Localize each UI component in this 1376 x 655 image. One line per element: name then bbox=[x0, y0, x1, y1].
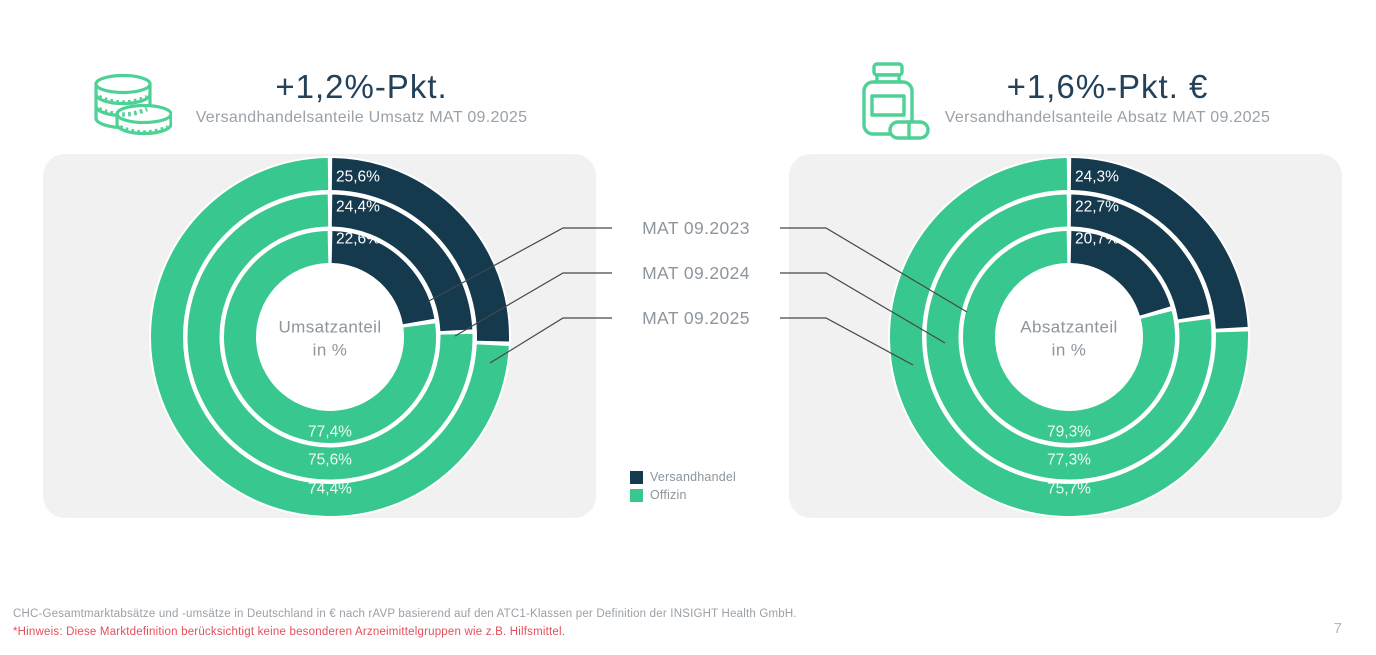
offizin-value-label: 77,3% bbox=[1047, 452, 1091, 469]
chart-header-umsatz: +1,2%-Pkt. Versandhandelsanteile Umsatz … bbox=[85, 68, 638, 127]
chart-panel-umsatz: 22,6% 77,4% 24,4% 75,6% 25,6% 74,4% Umsatzante… bbox=[43, 154, 596, 518]
versandhandel-segment bbox=[1070, 231, 1171, 317]
offizin-segment bbox=[151, 158, 509, 516]
donut-chart-umsatz: 22,6% 77,4% 24,4% 75,6% 25,6% 74,4% Umsatzante… bbox=[43, 154, 596, 518]
chart-subtitle-umsatz: Versandhandelsanteile Umsatz MAT 09.2025 bbox=[195, 109, 528, 126]
chart-subtitle-absatz: Versandhandelsanteile Absatz MAT 09.2025 bbox=[944, 109, 1271, 126]
donut-center-label: Umsatzanteil bbox=[278, 318, 381, 337]
offizin-value-label: 77,4% bbox=[308, 424, 352, 441]
offizin-segment bbox=[963, 231, 1175, 443]
legend-item-offizin: Offizin bbox=[630, 488, 736, 502]
donut-center-label: in % bbox=[313, 341, 348, 360]
chart-header-absatz: +1,6%-Pkt. € Versandhandelsanteile Absat… bbox=[831, 68, 1376, 127]
versandhandel-segment bbox=[331, 231, 435, 325]
chart-panel-absatz: 20,7% 79,3% 22,7% 77,3% 24,3% 75,7% Absatzante… bbox=[789, 154, 1342, 518]
chart-title-absatz: +1,6%-Pkt. € bbox=[1006, 68, 1209, 105]
versandhandel-swatch bbox=[630, 470, 643, 484]
legend-item-versandhandel: Versandhandel bbox=[630, 470, 736, 484]
donut-chart-absatz: 20,7% 79,3% 22,7% 77,3% 24,3% 75,7% Absatzante… bbox=[789, 154, 1342, 518]
period-label-2023: MAT 09.2023 bbox=[642, 218, 750, 238]
offizin-value-label: 74,4% bbox=[308, 481, 352, 498]
versandhandel-value-label: 25,6% bbox=[336, 169, 380, 186]
donut-rings: 20,7% 79,3% 22,7% 77,3% 24,3% 75,7% Absatzante… bbox=[888, 156, 1250, 518]
donut-center-label: Absatzanteil bbox=[1020, 318, 1117, 337]
versandhandel-segment bbox=[1070, 158, 1248, 329]
period-label-2024: MAT 09.2024 bbox=[642, 263, 750, 283]
offizin-segment bbox=[187, 194, 473, 480]
coins-icon bbox=[94, 73, 172, 136]
offizin-value-label: 75,7% bbox=[1047, 481, 1091, 498]
offizin-segment bbox=[890, 158, 1248, 516]
footer-warning-text: *Hinweis: Diese Marktdefinition berücksi… bbox=[13, 626, 566, 638]
offizin-value-label: 79,3% bbox=[1047, 424, 1091, 441]
versandhandel-value-label: 24,4% bbox=[336, 199, 380, 216]
offizin-segment bbox=[926, 194, 1212, 480]
donut-center-label: in % bbox=[1052, 341, 1087, 360]
medicine-bottle-icon bbox=[862, 62, 930, 140]
versandhandel-value-label: 22,7% bbox=[1075, 199, 1119, 216]
legend-label-versandhandel: Versandhandel bbox=[650, 470, 737, 484]
versandhandel-value-label: 20,7% bbox=[1075, 231, 1119, 248]
period-label-2025: MAT 09.2025 bbox=[642, 308, 750, 328]
donut-rings: 22,6% 77,4% 24,4% 75,6% 25,6% 74,4% Umsatzante… bbox=[149, 156, 511, 518]
legend-label-offizin: Offizin bbox=[650, 488, 687, 502]
offizin-swatch bbox=[630, 488, 643, 502]
versandhandel-value-label: 24,3% bbox=[1075, 169, 1119, 186]
versandhandel-segment bbox=[331, 194, 473, 332]
legend: Versandhandel Offizin bbox=[630, 470, 736, 506]
offizin-segment bbox=[224, 231, 436, 443]
versandhandel-segment bbox=[1070, 194, 1210, 320]
chart-title-umsatz: +1,2%-Pkt. bbox=[275, 68, 448, 105]
versandhandel-value-label: 22,6% bbox=[336, 231, 380, 248]
footer-source-text: CHC-Gesamtmarktabsätze und -umsätze in D… bbox=[13, 608, 797, 620]
page-number: 7 bbox=[1333, 620, 1342, 637]
offizin-value-label: 75,6% bbox=[308, 452, 352, 469]
